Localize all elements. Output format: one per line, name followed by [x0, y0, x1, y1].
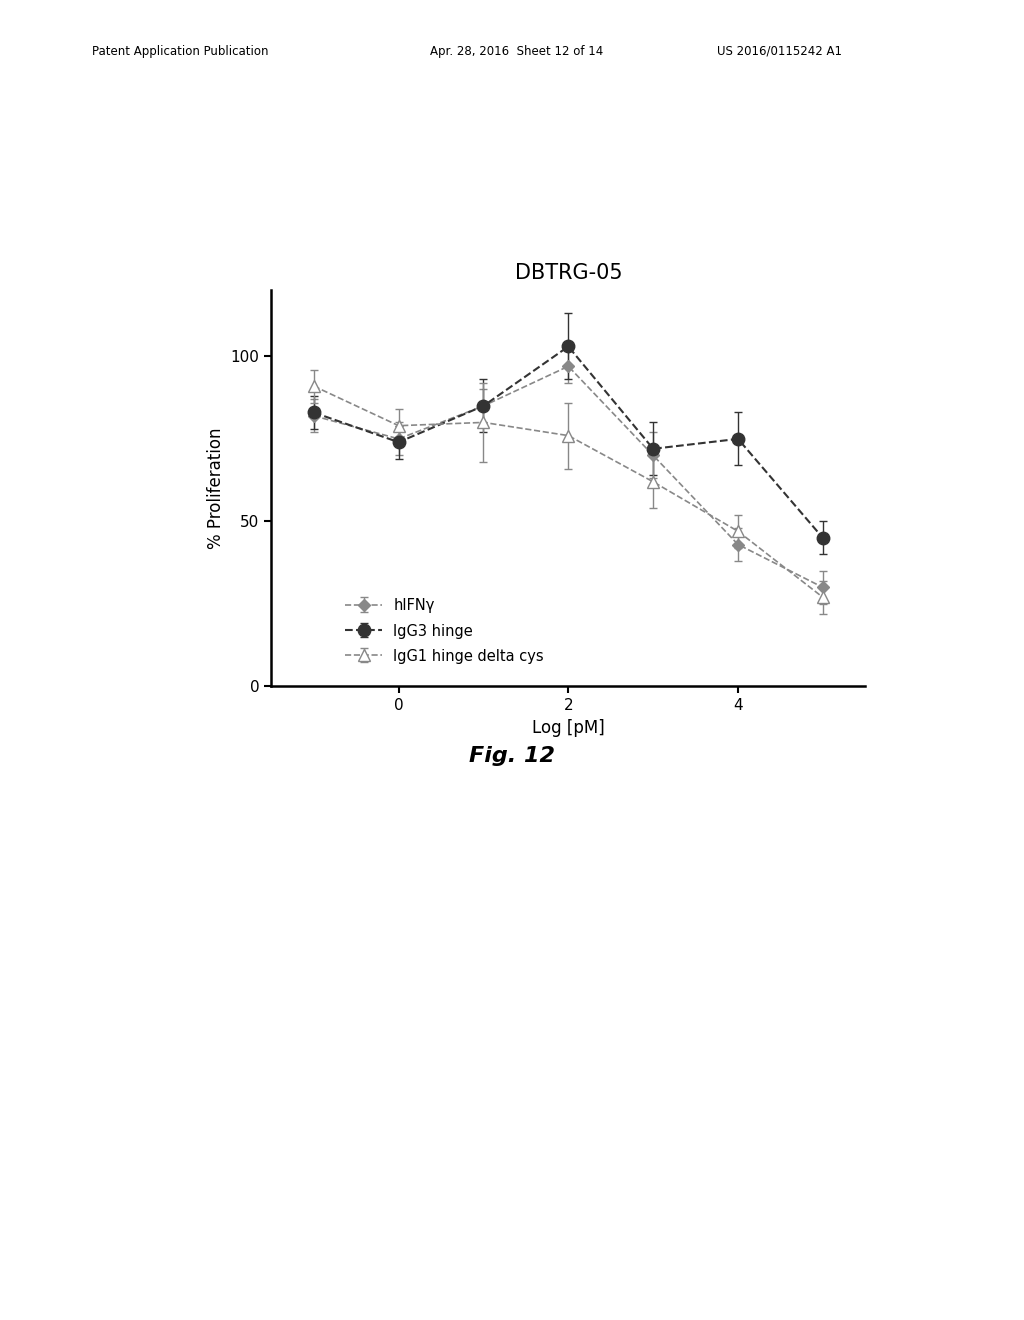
Text: Apr. 28, 2016  Sheet 12 of 14: Apr. 28, 2016 Sheet 12 of 14	[430, 45, 603, 58]
Title: DBTRG-05: DBTRG-05	[514, 263, 623, 284]
Text: Fig. 12: Fig. 12	[469, 746, 555, 766]
Text: US 2016/0115242 A1: US 2016/0115242 A1	[717, 45, 842, 58]
X-axis label: Log [pM]: Log [pM]	[531, 719, 605, 737]
Text: Patent Application Publication: Patent Application Publication	[92, 45, 268, 58]
Legend: hIFNγ, IgG3 hinge, IgG1 hinge delta cys: hIFNγ, IgG3 hinge, IgG1 hinge delta cys	[338, 591, 551, 671]
Y-axis label: % Proliferation: % Proliferation	[207, 428, 225, 549]
